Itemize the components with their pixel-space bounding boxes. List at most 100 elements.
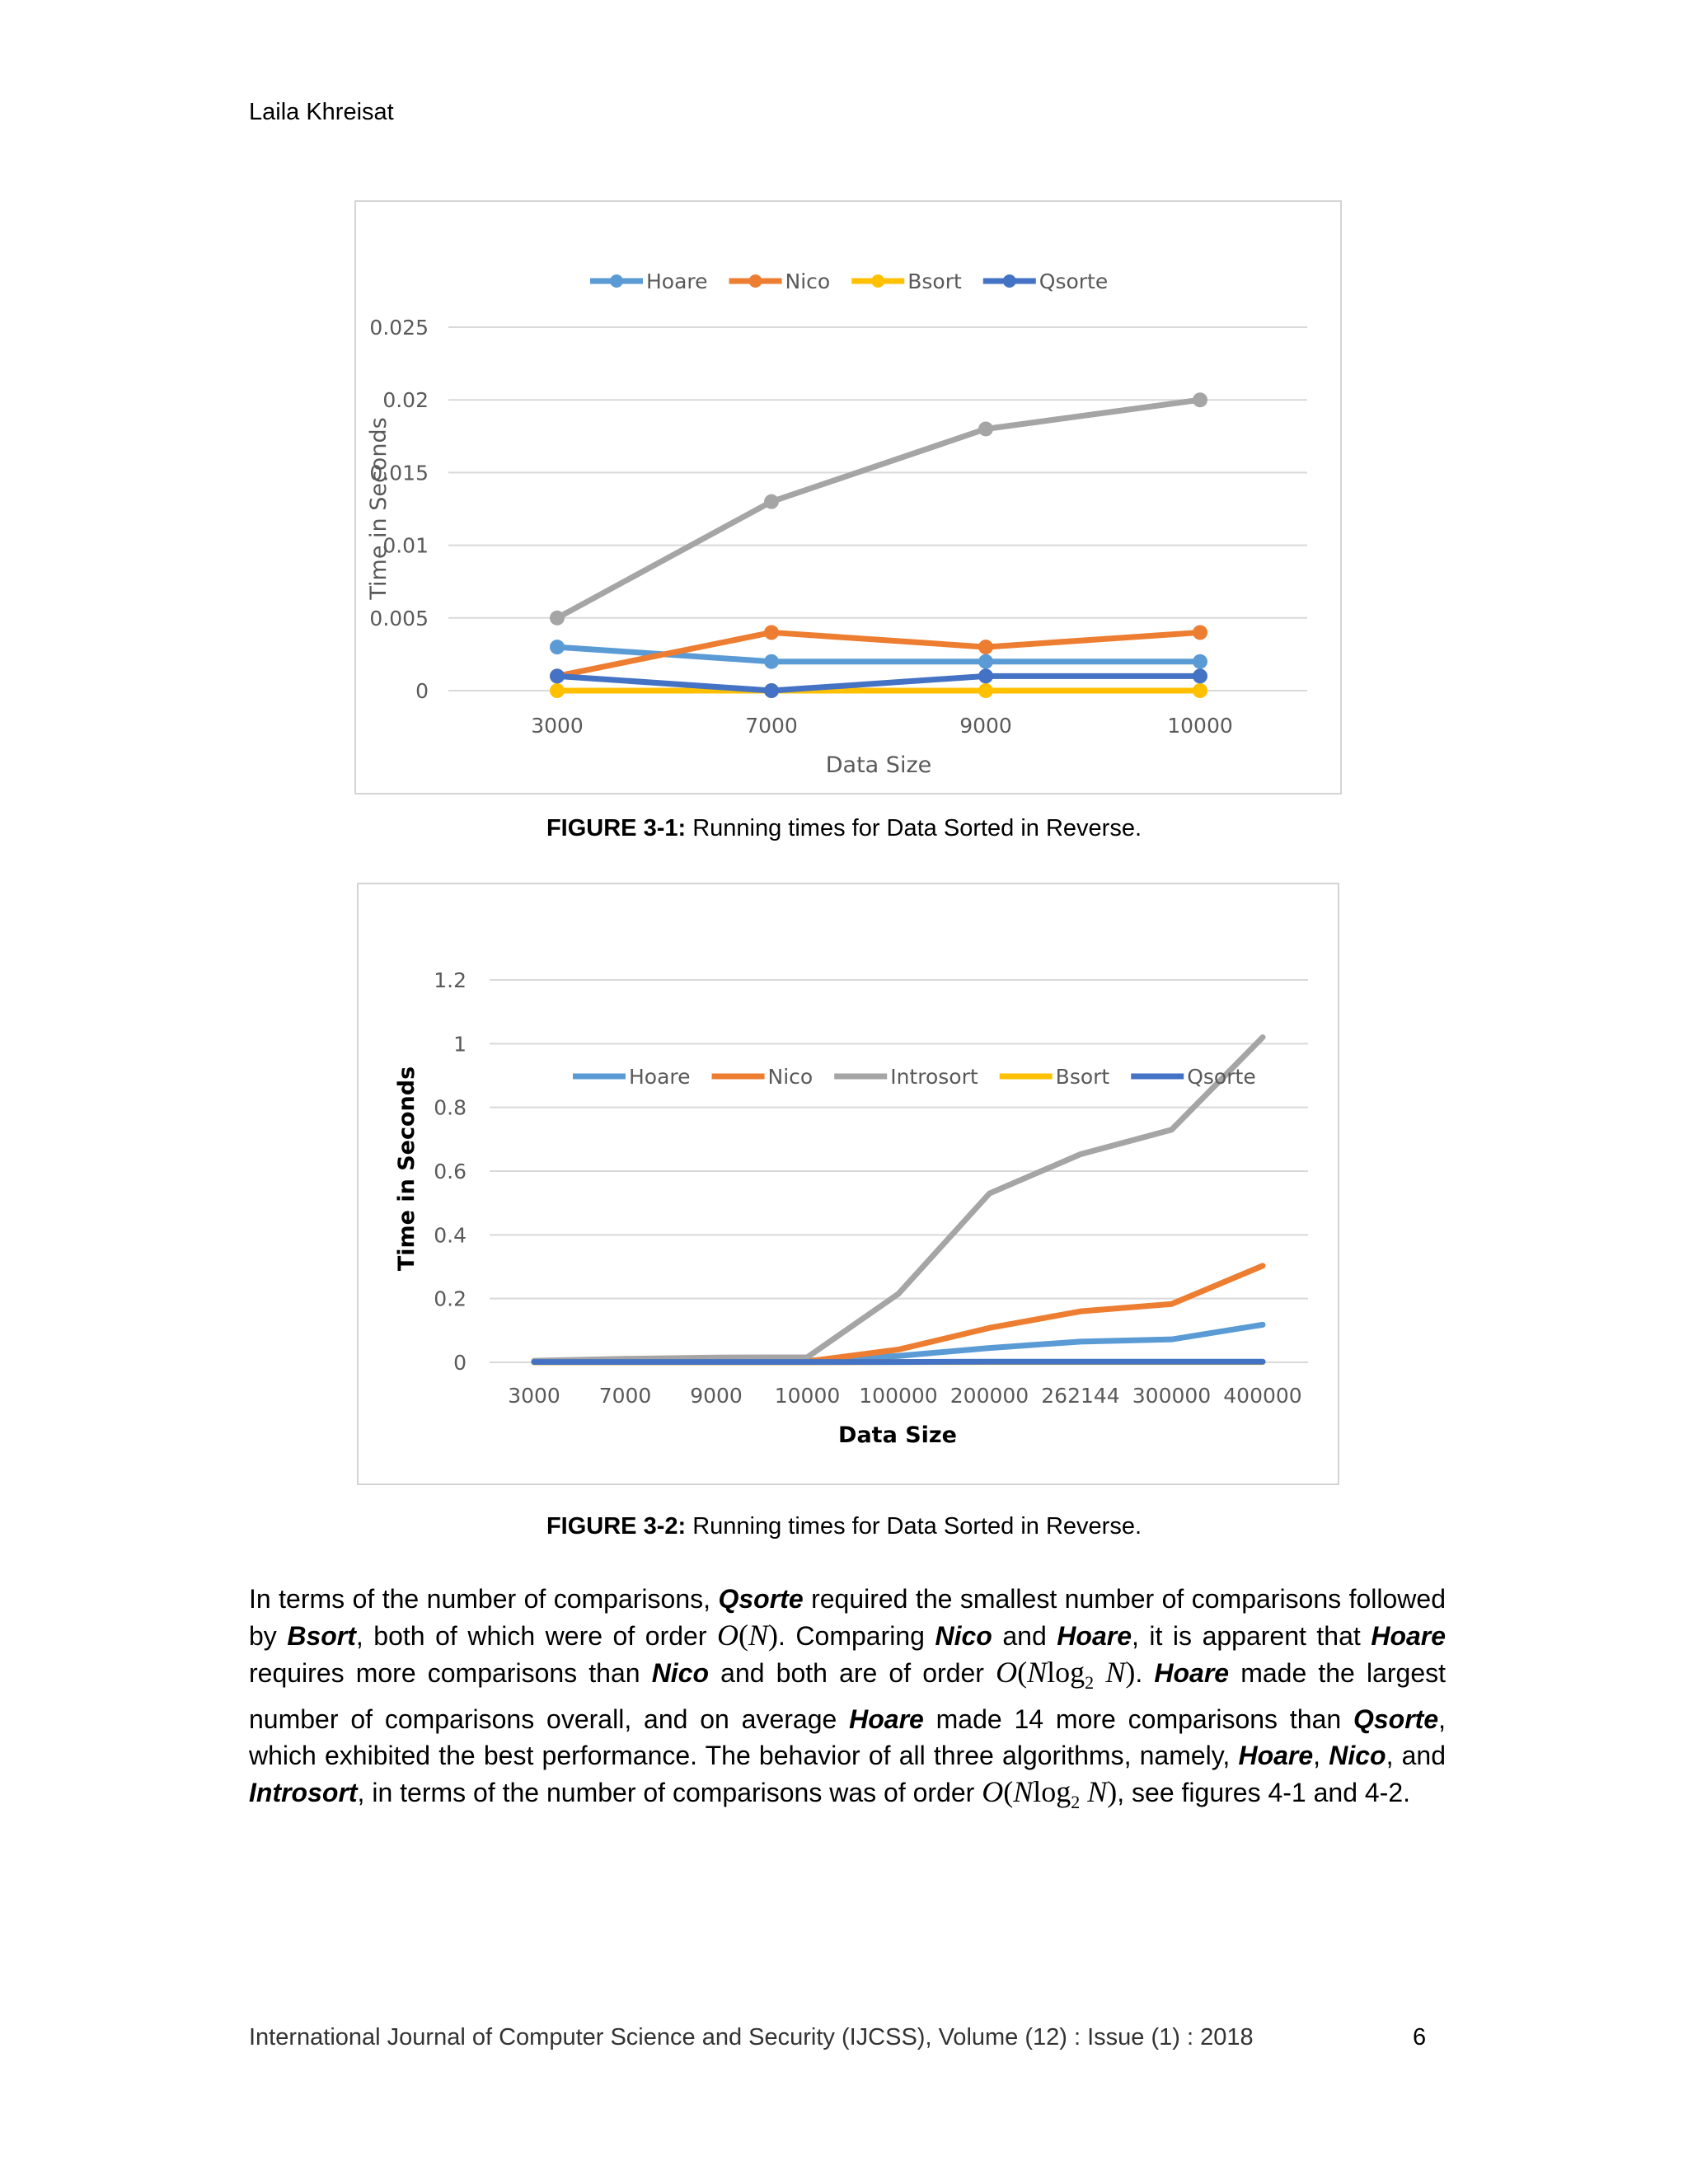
x-tick-label: 400000	[1223, 1384, 1301, 1408]
body-text-run: , and	[1386, 1741, 1447, 1771]
legend-label-hoare: Hoare	[646, 269, 708, 293]
figure-3-2-label: FIGURE 3-2:	[546, 1513, 687, 1540]
body-text-run: made the largest number of comparisons o…	[249, 1658, 1447, 1735]
math-o-nlogn: O(Nlog2 N)	[996, 1656, 1136, 1694]
figure-3-1-chart: 0 0.005 0.01 0.015 0.02 0.025 3000 7000 9000 1000…	[354, 200, 1342, 794]
data-point-unnamed	[1193, 392, 1207, 408]
y-tick-label: 1.2	[434, 968, 467, 992]
math-log: log	[1033, 1775, 1071, 1809]
y-tick-label: 0.2	[434, 1287, 467, 1311]
data-point-unnamed	[550, 610, 565, 626]
y-axis-title: Time in Seconds	[366, 417, 392, 600]
body-text-run: In terms of the number of comparisons,	[249, 1584, 719, 1614]
x-tick-label: 3000	[508, 1384, 560, 1408]
legend-label-bsort: Bsort	[1056, 1065, 1110, 1089]
math-o-nlogn: O(Nlog2 N)	[982, 1775, 1118, 1813]
series-line-nico	[531, 1263, 1266, 1365]
term-nico: Nico	[651, 1658, 710, 1688]
body-text-run: , in terms of the number of comparisons …	[357, 1778, 982, 1808]
y-tick-label: 0.01	[382, 534, 429, 558]
legend-label-bsort: Bsort	[907, 269, 962, 293]
y-tick-label: 0	[453, 1351, 467, 1375]
math-symbol: N	[1027, 1656, 1048, 1689]
data-point-hoare	[550, 640, 565, 655]
x-tick-label: 9000	[959, 714, 1012, 738]
math-symbol: O	[982, 1775, 1004, 1809]
term-hoare: Hoare	[849, 1704, 924, 1735]
x-tick-label: 262144	[1041, 1384, 1119, 1408]
data-point-nico	[978, 640, 993, 655]
figure-3-1-caption: FIGURE 3-1: Running times for Data Sorte…	[0, 815, 1688, 842]
math-symbol: O	[996, 1656, 1018, 1689]
y-tick-label: 1	[453, 1032, 467, 1056]
body-text-run: ,	[1313, 1741, 1329, 1771]
body-text-run: , both of which were of order	[355, 1621, 717, 1651]
data-point-qsorte	[1193, 668, 1207, 684]
body-text-run: and	[992, 1621, 1057, 1651]
footer-page-number: 6	[1413, 2024, 1427, 2050]
legend-label-hoare: Hoare	[629, 1065, 691, 1089]
legend-marker-nico	[748, 274, 762, 288]
legend-marker-hoare	[610, 274, 623, 288]
y-tick-label: 0.025	[369, 316, 429, 340]
legend-label-nico: Nico	[768, 1065, 814, 1089]
x-tick-label: 9000	[690, 1384, 743, 1408]
y-tick-label: 0	[415, 679, 429, 703]
term-hoare: Hoare	[1238, 1741, 1314, 1771]
body-text-run: made 14 more comparisons than	[923, 1704, 1353, 1735]
body-text-run: required the smallest number of comparis…	[249, 1584, 1447, 1651]
term-introsort: Introsort	[249, 1778, 358, 1808]
figure-3-2-caption: FIGURE 3-2: Running times for Data Sorte…	[0, 1513, 1688, 1540]
legend-marker-bsort	[871, 274, 885, 288]
data-point-hoare	[1193, 654, 1207, 669]
y-tick-label: 0.4	[434, 1223, 467, 1247]
data-point-nico	[1193, 625, 1207, 640]
data-point-bsort	[550, 683, 565, 698]
y-tick-label: 0.6	[434, 1160, 467, 1183]
running-header-author: Laila Khreisat	[249, 99, 394, 125]
x-tick-label: 100000	[859, 1384, 937, 1408]
data-point-qsorte	[764, 683, 779, 698]
term-bsort: Bsort	[287, 1621, 356, 1651]
body-text-run: and both are of order	[709, 1658, 996, 1688]
body-text-run: .	[1135, 1658, 1155, 1688]
body-text-run: requires more comparisons than	[249, 1658, 652, 1688]
body-paragraph: In terms of the number of comparisons, Q…	[249, 1581, 1446, 1821]
x-tick-label: 7000	[599, 1384, 652, 1408]
data-point-bsort	[1193, 683, 1207, 698]
data-point-nico	[764, 625, 779, 640]
data-point-bsort	[978, 683, 993, 698]
series-line-unnamed	[554, 396, 1203, 621]
data-point-unnamed	[764, 494, 779, 509]
legend-label-introsort: Introsort	[890, 1065, 978, 1089]
legend-label-qsorte: Qsorte	[1039, 269, 1108, 293]
x-axis-title: Data Size	[838, 1422, 957, 1448]
x-tick-label: 7000	[745, 714, 798, 738]
term-qsorte: Qsorte	[1353, 1704, 1439, 1735]
legend-marker-qsorte	[1002, 274, 1016, 288]
chart-2-svg: 0 0.2 0.4 0.6 0.8 1 1.2 3000 7000 9000 10000 100000…	[394, 968, 1308, 1448]
math-subscript: 2	[1085, 1672, 1095, 1694]
y-tick-label: 0.8	[434, 1096, 467, 1120]
math-symbol: N	[748, 1619, 769, 1652]
body-text-run: . Comparing	[778, 1621, 935, 1651]
math-log: log	[1047, 1656, 1085, 1689]
data-point-hoare	[764, 654, 779, 669]
y-tick-label: 0.005	[369, 607, 429, 630]
figure-3-1-label: FIGURE 3-1:	[546, 815, 687, 841]
series-line-qsorte	[554, 673, 1203, 694]
y-axis-title: Time in Seconds	[394, 1066, 420, 1271]
series-line-nico	[554, 629, 1203, 679]
x-tick-label: 200000	[950, 1384, 1029, 1408]
body-text-run: , see figures 4-1 and 4-2.	[1117, 1778, 1411, 1808]
data-point-hoare	[978, 654, 993, 669]
data-point-qsorte	[550, 668, 565, 684]
chart-1-svg: 0 0.005 0.01 0.015 0.02 0.025 3000 7000 9000 1000…	[366, 269, 1307, 778]
math-o-n: O(N)	[717, 1619, 779, 1652]
data-point-unnamed	[978, 421, 993, 437]
math-subscript: 2	[1071, 1792, 1081, 1813]
x-tick-label: 3000	[531, 714, 584, 738]
body-text-run: , which exhibited the best performance. …	[249, 1704, 1447, 1771]
math-symbol: N	[1105, 1656, 1126, 1689]
y-tick-label: 0.015	[369, 461, 429, 485]
